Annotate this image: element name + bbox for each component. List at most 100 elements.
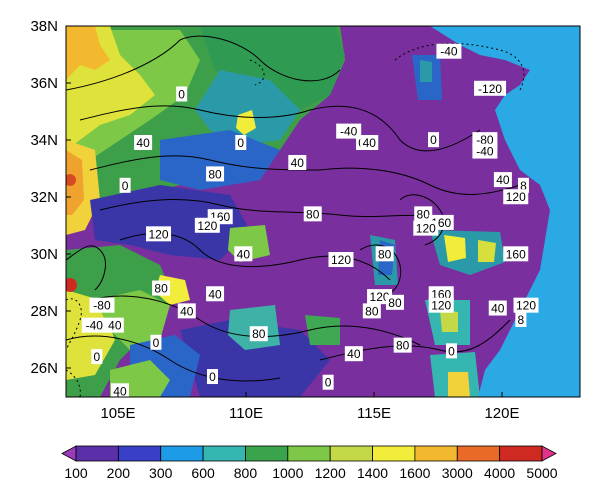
- colorbar-swatch: [160, 445, 204, 462]
- contour-label-text: 40: [208, 287, 222, 301]
- contour-label: 40: [493, 172, 512, 188]
- contour-label-box: [206, 369, 218, 385]
- colorbar-label: 1000: [272, 465, 303, 481]
- contour-label: 120: [146, 226, 172, 242]
- contour-label: 120: [328, 252, 354, 268]
- contour-label: 80: [152, 280, 171, 296]
- contour-label-box: [177, 303, 196, 319]
- contour-label-box: [360, 135, 379, 151]
- contour-label: -40: [81, 317, 107, 333]
- field-teal-north: [195, 70, 300, 145]
- contour-label-text: 0: [93, 350, 100, 364]
- map-frame: [65, 25, 581, 398]
- contour-label-text: -40: [340, 125, 358, 139]
- colorbar-label: 5000: [526, 465, 557, 481]
- contour-label: 120: [413, 220, 439, 236]
- contour-label-box: [503, 246, 529, 262]
- contour-label-text: 0: [178, 87, 185, 101]
- field-yellow-spot-3: [444, 235, 466, 262]
- contour-label: 80: [206, 166, 225, 182]
- lat-label-32n: 32N: [30, 189, 58, 206]
- contour-lines-dotted: [66, 43, 525, 397]
- contour-label-text: 40: [113, 384, 127, 398]
- contour-label: 40: [206, 286, 225, 302]
- contour-label: -40: [336, 123, 362, 139]
- contour-label-box: [493, 172, 512, 188]
- contour-label-text: 80: [378, 247, 392, 261]
- field-blue-mid: [160, 130, 280, 190]
- contour-label-box: [503, 189, 529, 205]
- colorbar-max-arrow: [541, 445, 557, 462]
- contour-label-box: [336, 123, 362, 139]
- contour-label-text: 0: [209, 370, 216, 384]
- lat-label-26n: 26N: [30, 360, 58, 377]
- contour-label-box: [385, 294, 404, 310]
- lat-label-36n: 36N: [30, 75, 58, 92]
- lon-label-110e: 110E: [229, 405, 263, 422]
- contour-label: 40: [177, 303, 196, 319]
- contour-label-text: -40: [86, 319, 104, 333]
- lon-label-120e: 120E: [484, 405, 519, 422]
- contour-label-box: [234, 246, 253, 262]
- contour-label-text: 120: [331, 253, 351, 267]
- contour-label: 40: [488, 300, 507, 316]
- contour-label: 80: [303, 206, 322, 222]
- contour-label: 8: [517, 177, 529, 193]
- contour-label-text: -40: [476, 145, 494, 159]
- colorbar-label: 800: [234, 465, 258, 481]
- contour-label: 80: [249, 326, 268, 342]
- contour-label-text: -80: [93, 299, 111, 313]
- contour-label-text: -40: [440, 45, 458, 59]
- contour-label-box: [119, 177, 131, 193]
- colorbar-swatch: [75, 445, 119, 462]
- contour-label-text: 40: [363, 136, 377, 150]
- contour-label: 0: [322, 374, 334, 390]
- contour-label-box: [105, 317, 124, 333]
- contour-label-text: 120: [197, 219, 217, 233]
- contour-label: 120: [513, 297, 539, 313]
- lat-axis: 38N 36N 34N 32N 30N 28N 26N: [30, 18, 71, 377]
- colorbar-swatch: [456, 445, 501, 462]
- contour-label-text: 40: [291, 156, 305, 170]
- contour-label-box: [515, 311, 527, 327]
- colorbar-swatch: [202, 445, 246, 462]
- lat-label-28n: 28N: [30, 303, 58, 320]
- contour-label: 80: [393, 337, 412, 353]
- contour-label-box: [328, 252, 354, 268]
- contour-label-box: [152, 280, 171, 296]
- colorbar-swatch: [414, 445, 458, 462]
- contour-label: 120: [194, 217, 220, 233]
- contour-label: 80: [362, 303, 381, 319]
- contour-label-box: [235, 135, 247, 151]
- colorbar-label: 300: [149, 465, 173, 481]
- contour-label-box: [146, 226, 172, 242]
- contour-label-text: 120: [149, 227, 169, 241]
- contour-label-text: 40: [347, 347, 361, 361]
- map-plot-area: -40-120-40-80-40000400404080040812016012…: [66, 26, 580, 398]
- contour-label-text: 120: [516, 299, 536, 313]
- contour-label-box: [206, 166, 225, 182]
- contour-label-box: [288, 154, 307, 170]
- contour-label-text: 80: [365, 304, 379, 318]
- field-yellow-spot-1: [236, 110, 256, 135]
- contour-label-box: [249, 326, 268, 342]
- contour-label: 80: [414, 206, 433, 222]
- contour-label-box: [110, 383, 129, 397]
- contour-label-text: 40: [491, 302, 505, 316]
- contour-label: 120: [503, 189, 529, 205]
- contour-labels: -40-120-40-80-40000400404080040812016012…: [81, 43, 539, 398]
- contour-label-text: 120: [416, 222, 436, 236]
- colorbar-swatch: [499, 445, 543, 462]
- colorbar-label: 4000: [484, 465, 515, 481]
- contour-label-box: [446, 343, 457, 359]
- field-green-spot-2: [305, 315, 340, 345]
- contour-label-box: [322, 374, 334, 390]
- contour-label: 0: [206, 369, 218, 385]
- contour-label: 120: [367, 289, 393, 305]
- contour-label-text: 80: [396, 339, 410, 353]
- contour-label-text: 0: [448, 344, 455, 358]
- colorbar-label: 1400: [357, 465, 388, 481]
- contour-label-box: [344, 346, 363, 362]
- contour-label: 0: [91, 349, 103, 365]
- contour-label: 0: [150, 334, 162, 350]
